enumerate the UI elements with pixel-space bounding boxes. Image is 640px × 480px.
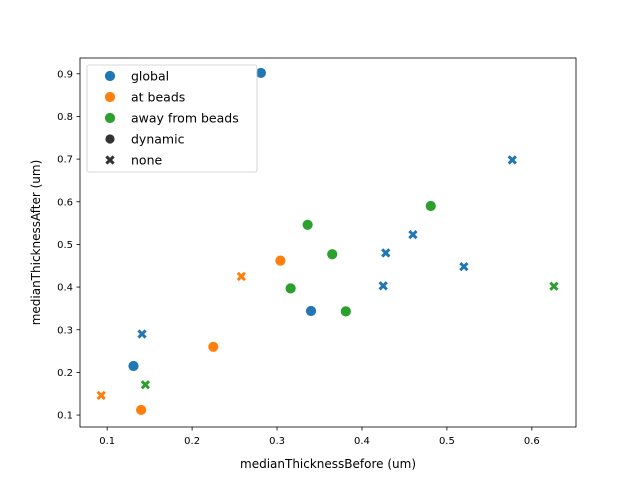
data-point-x bbox=[459, 261, 469, 272]
data-point-circle bbox=[339, 305, 352, 318]
legend-entry: dynamic bbox=[104, 131, 185, 146]
data-point-x bbox=[140, 380, 151, 390]
data-point-circle bbox=[326, 248, 339, 261]
data-point-x bbox=[549, 281, 559, 291]
data-point-x bbox=[507, 155, 517, 165]
legend-marker bbox=[104, 91, 116, 103]
y-axis-ticks: 0.1 0.2 0.3 0.4 0.5 0.6 0.7 0.8 0.9 bbox=[57, 69, 80, 422]
data-point-circle bbox=[135, 404, 148, 416]
data-point-x bbox=[236, 271, 247, 282]
y-tick-label: 0.5 bbox=[57, 240, 73, 251]
legend-entry: away from beads bbox=[104, 110, 239, 125]
x-axis-label: medianThicknessBefore (um) bbox=[240, 457, 416, 471]
y-tick-label: 0.9 bbox=[57, 69, 73, 80]
data-point-x bbox=[96, 390, 106, 401]
data-point-circle bbox=[127, 360, 140, 372]
y-tick-label: 0.7 bbox=[57, 155, 73, 166]
legend-entry: global bbox=[104, 68, 169, 83]
x-tick-label: 0.5 bbox=[439, 436, 455, 447]
legend-label: none bbox=[131, 152, 162, 167]
data-point-circle bbox=[274, 254, 287, 267]
legend-marker bbox=[105, 155, 115, 165]
x-tick-label: 0.1 bbox=[99, 436, 115, 447]
legend-entry: none bbox=[105, 152, 162, 167]
data-point-circle bbox=[207, 340, 220, 353]
data-points bbox=[96, 67, 559, 416]
legend-label: dynamic bbox=[131, 131, 185, 146]
legend-label: at beads bbox=[131, 89, 185, 104]
y-tick-label: 0.1 bbox=[57, 411, 73, 422]
data-point-circle bbox=[424, 200, 437, 212]
legend-marker bbox=[104, 112, 116, 124]
data-point-x bbox=[381, 248, 391, 258]
y-tick-label: 0.4 bbox=[57, 283, 73, 294]
y-axis-label: medianThicknessAfter (um) bbox=[29, 160, 43, 326]
data-point-circle bbox=[301, 218, 314, 231]
legend-label: global bbox=[131, 68, 169, 83]
data-point-circle bbox=[284, 282, 297, 295]
x-tick-label: 0.2 bbox=[184, 436, 200, 447]
legend-marker bbox=[104, 133, 116, 145]
legend-entry: at beads bbox=[104, 89, 185, 104]
legend: global at beads away from beads dynamic none bbox=[86, 64, 258, 173]
y-tick-label: 0.2 bbox=[57, 368, 73, 379]
legend-label: away from beads bbox=[131, 110, 239, 125]
legend-marker bbox=[104, 70, 116, 82]
data-point-x bbox=[378, 281, 388, 291]
x-tick-label: 0.6 bbox=[524, 436, 540, 447]
plot-frame bbox=[79, 57, 577, 428]
data-point-x bbox=[408, 229, 418, 240]
x-tick-label: 0.3 bbox=[269, 436, 285, 447]
data-point-x bbox=[137, 329, 147, 339]
x-axis-ticks: 0.1 0.2 0.3 0.4 0.5 0.6 bbox=[99, 427, 540, 447]
data-point-circle bbox=[305, 305, 317, 317]
y-tick-label: 0.6 bbox=[57, 197, 73, 208]
legend-box bbox=[86, 64, 258, 173]
y-tick-label: 0.8 bbox=[57, 112, 73, 123]
y-tick-label: 0.3 bbox=[57, 325, 73, 336]
x-tick-label: 0.4 bbox=[354, 436, 370, 447]
